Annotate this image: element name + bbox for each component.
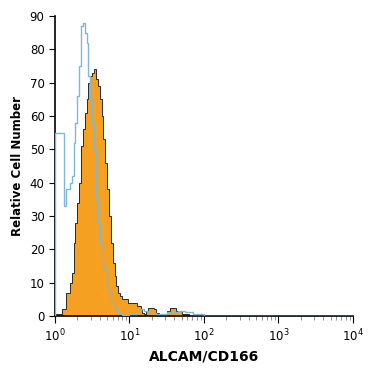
Y-axis label: Relative Cell Number: Relative Cell Number <box>11 96 24 236</box>
X-axis label: ALCAM/CD166: ALCAM/CD166 <box>149 350 259 364</box>
